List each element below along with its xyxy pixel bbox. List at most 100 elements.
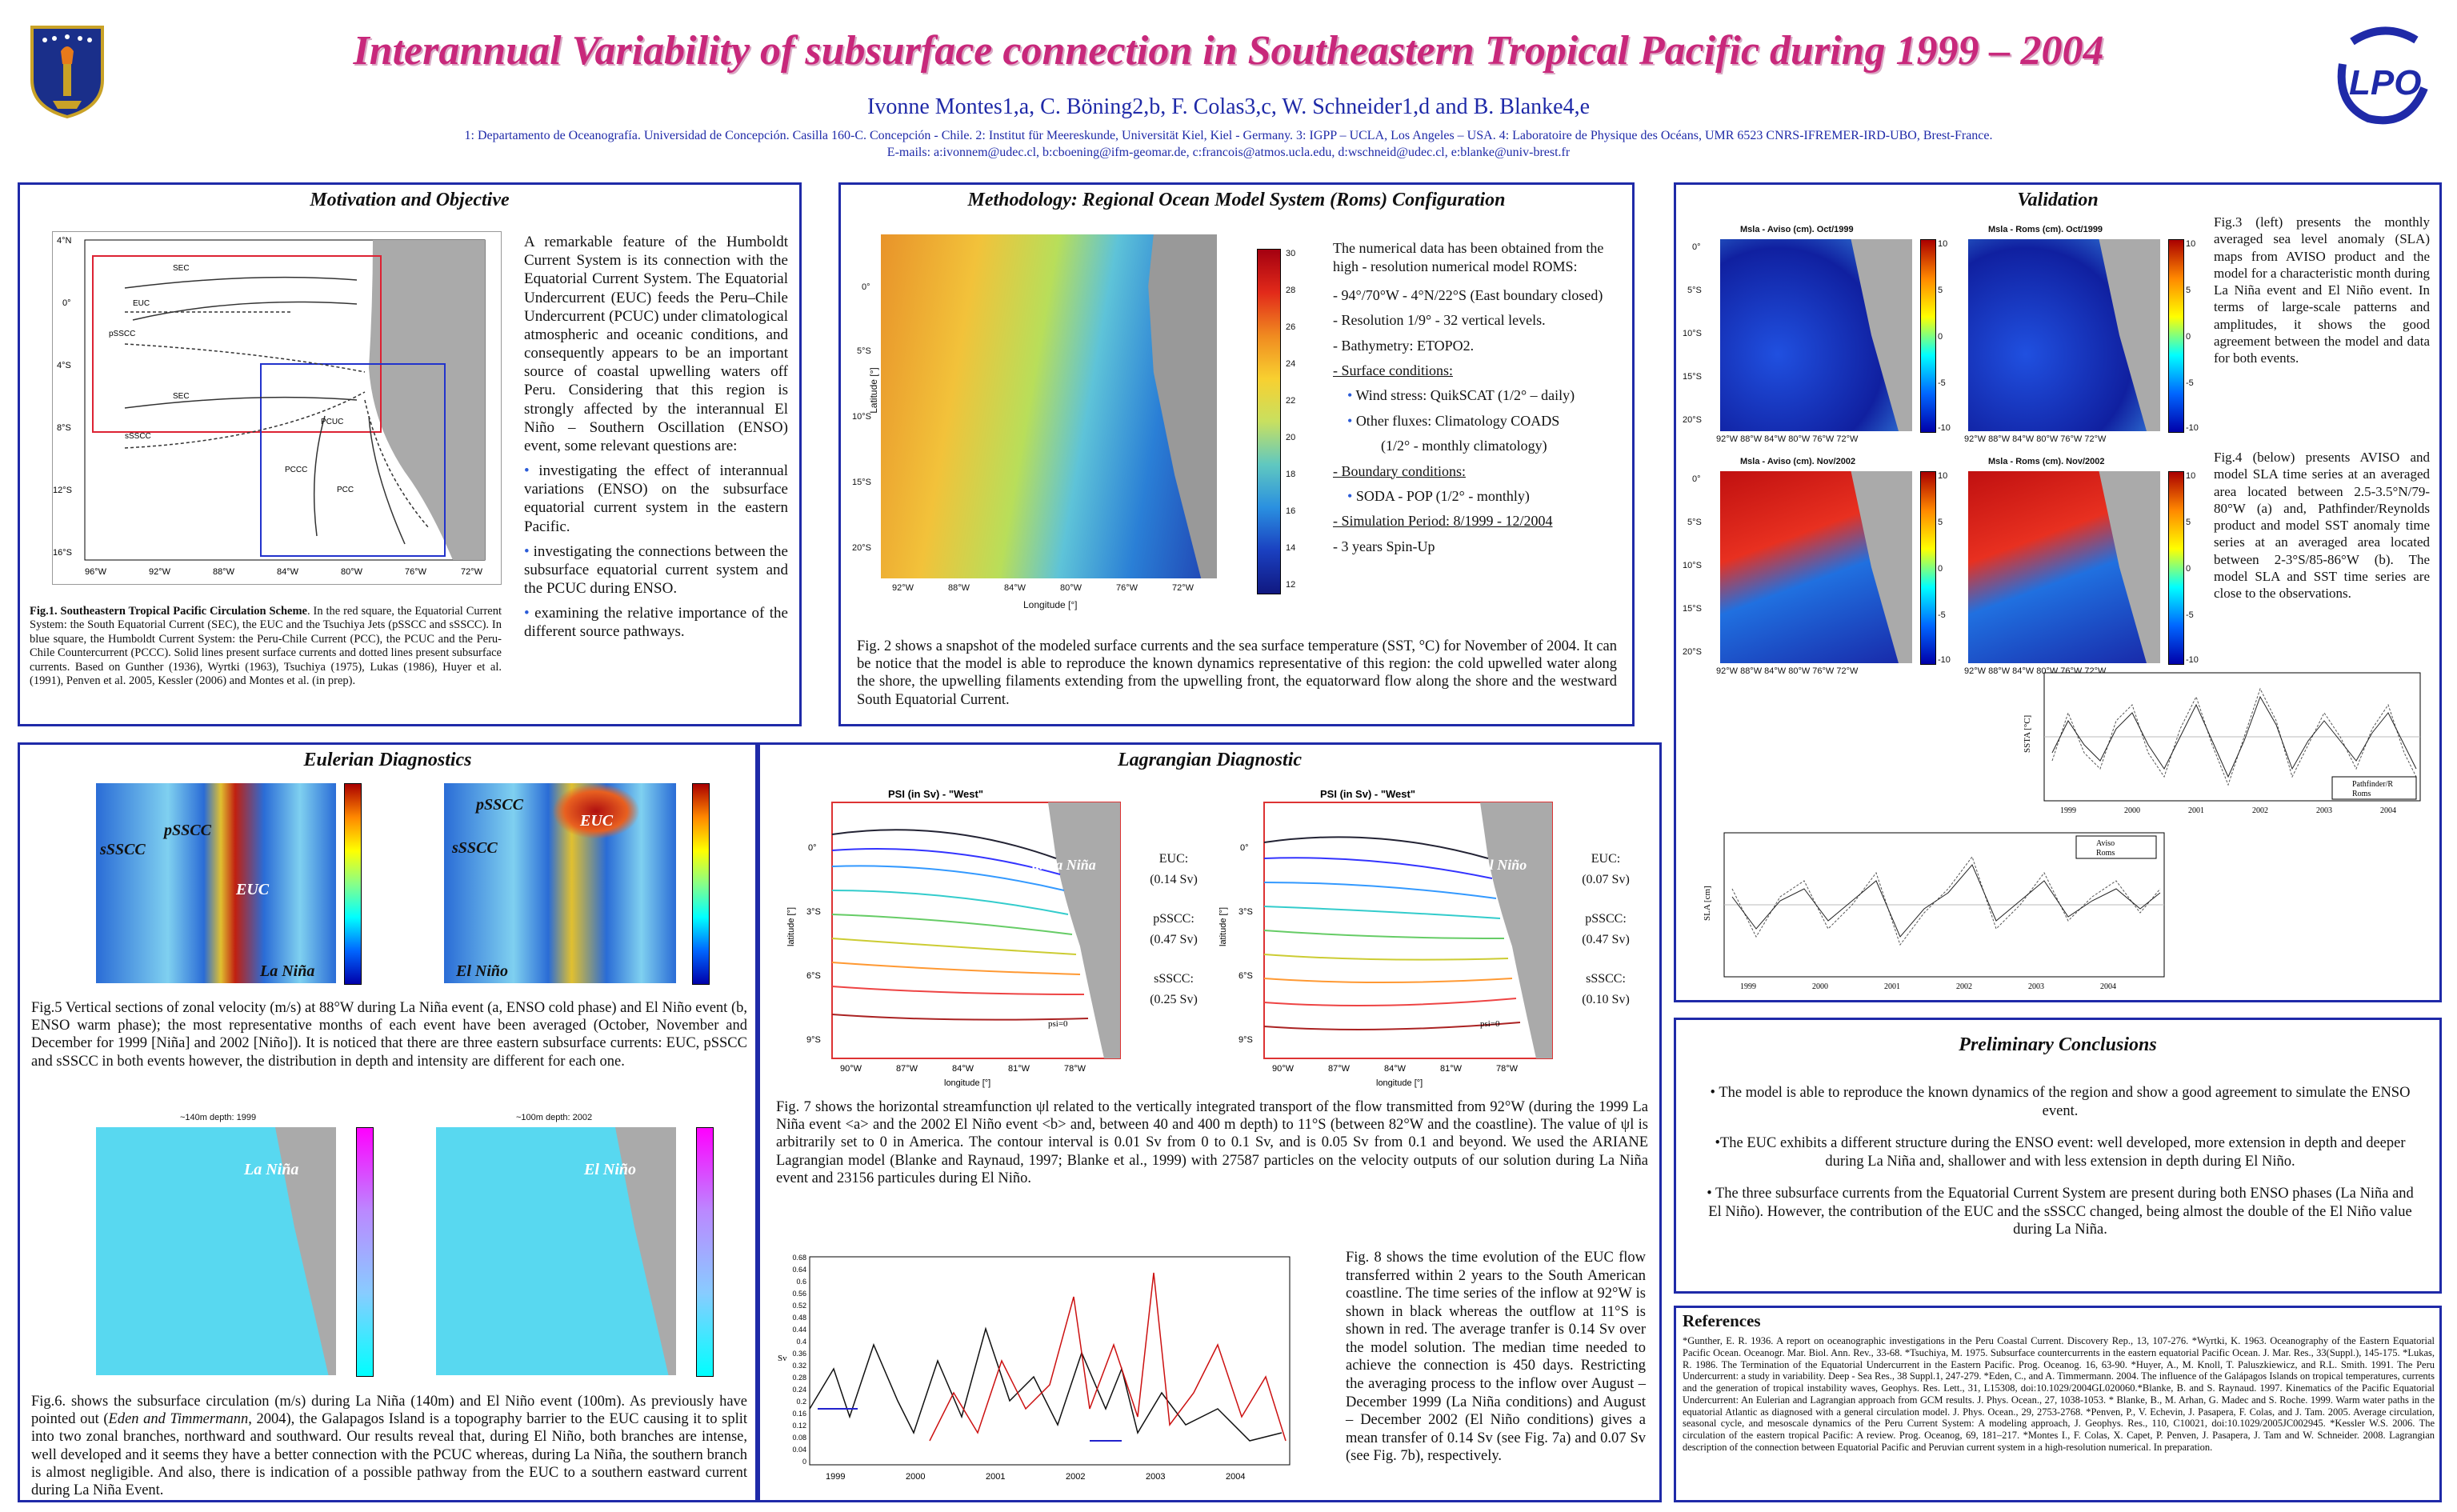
svg-text:0.08: 0.08 — [792, 1434, 806, 1442]
conclusions-list: • The model is able to reproduce the kno… — [1707, 1085, 2414, 1238]
panel-title: Validation — [2017, 190, 2099, 210]
euc-transfer-timeseries: 0.68 0.64 0.6 0.56 0.52 0.48 0.44 0.4 0.36 0.… — [770, 1249, 1298, 1489]
zonal-velocity-section-la-nina — [96, 783, 336, 983]
authors: Ivonne Montes1,a, C. Böning2,b, F. Colas… — [867, 94, 1590, 119]
eulerian-panel: Eulerian Diagnostics sSSCC pSSCC EUC La … — [18, 742, 758, 1502]
svg-text:1999: 1999 — [2060, 806, 2076, 815]
svg-text:Sv: Sv — [778, 1354, 787, 1363]
panel-title: Eulerian Diagnostics — [303, 750, 472, 770]
svg-text:12°S: 12°S — [53, 486, 72, 495]
svg-text:2002: 2002 — [1956, 982, 1972, 991]
svg-text:88°W: 88°W — [213, 567, 235, 577]
panel-title: Lagrangian Diagnostic — [1117, 750, 1303, 770]
svg-text:Pathfinder/R: Pathfinder/R — [2352, 780, 2393, 789]
motivation-text: A remarkable feature of the Humboldt Cur… — [524, 233, 788, 642]
svg-text:90°W: 90°W — [1272, 1064, 1295, 1074]
svg-text:SSTA [°C]: SSTA [°C] — [2023, 715, 2032, 753]
svg-text:2000: 2000 — [1812, 982, 1828, 991]
map-label-pssc: pSSCC — [109, 330, 135, 338]
map-label-sec-2: SEC — [173, 392, 190, 401]
conclusions-panel: Preliminary Conclusions • The model is a… — [1674, 1018, 2442, 1294]
svg-text:0.28: 0.28 — [792, 1374, 806, 1382]
svg-text:16°S: 16°S — [53, 548, 72, 558]
svg-text:1999: 1999 — [1740, 982, 1756, 991]
svg-text:0.64: 0.64 — [792, 1266, 806, 1274]
map-label-pccc: PCCC — [285, 466, 307, 474]
svg-text:2004: 2004 — [2100, 982, 2116, 991]
validation-panel: Validation Msla - Aviso (cm). Oct/1999 M… — [1674, 182, 2442, 1002]
svg-text:0.04: 0.04 — [792, 1446, 806, 1454]
svg-text:9°S: 9°S — [1239, 1035, 1253, 1045]
map-label-pcc: PCC — [337, 486, 354, 494]
poster-title: Interannual Variability of subsurface co… — [353, 28, 2104, 74]
svg-text:2002: 2002 — [1066, 1472, 1085, 1482]
panel-title: Methodology: Regional Ocean Model System… — [967, 190, 1506, 210]
svg-text:2001: 2001 — [2188, 806, 2204, 815]
svg-text:90°W: 90°W — [840, 1064, 862, 1074]
svg-text:0.2: 0.2 — [796, 1398, 806, 1406]
svg-text:84°W: 84°W — [277, 567, 299, 577]
svg-text:8°S: 8°S — [57, 423, 71, 433]
map-label-la-nina: La Niña — [244, 1161, 299, 1178]
svg-text:psi=0: psi=0 — [1480, 1019, 1500, 1029]
svg-text:6°S: 6°S — [806, 971, 821, 981]
svg-text:0.44: 0.44 — [792, 1326, 806, 1334]
map-label-sssc: sSSCC — [125, 432, 151, 441]
motivation-paragraph: A remarkable feature of the Humboldt Cur… — [524, 234, 788, 454]
circulation-scheme-figure: SEC EUC pSSCC SEC sSSCC PCUC PCCC PCC 4°… — [52, 231, 502, 585]
sst-colorbar — [1257, 249, 1281, 594]
svg-text:1999: 1999 — [826, 1472, 845, 1482]
svg-text:2002: 2002 — [2252, 806, 2268, 815]
transport-values-b: EUC: (0.07 Sv) pSSCC: (0.47 Sv) sSSCC: (0.1… — [1582, 852, 1630, 1006]
svg-text:2000: 2000 — [906, 1472, 925, 1482]
references-title: References — [1683, 1311, 1761, 1330]
svg-text:0.32: 0.32 — [792, 1362, 806, 1370]
svg-text:latitude [°]: latitude [°] — [786, 907, 796, 946]
svg-text:2000: 2000 — [2124, 806, 2140, 815]
svg-text:4°S: 4°S — [57, 361, 71, 370]
map-label-el-nino: El Niño — [584, 1161, 637, 1178]
svg-text:87°W: 87°W — [1328, 1064, 1351, 1074]
label-el-nino: El Niño — [456, 962, 509, 980]
fig8-caption: Fig. 8 shows the time evolution of the E… — [1346, 1250, 1646, 1465]
fig3-caption: Fig.3 (left) presents the monthly averag… — [2214, 214, 2430, 366]
svg-text:latitude [°]: latitude [°] — [1218, 907, 1228, 946]
svg-text:0.48: 0.48 — [792, 1314, 806, 1322]
tag-la-nina: a. La Niña — [1032, 857, 1096, 873]
svg-text:Roms: Roms — [2096, 849, 2115, 858]
lagrangian-panel: Lagrangian Diagnostic PSI (in Sv) - "Wes… — [758, 742, 1662, 1502]
question-3: • examining the relative importance of t… — [524, 605, 788, 641]
label-ssscc-b: sSSCC — [452, 839, 498, 857]
sst-timeseries-chart: SSTA [°C] Pathfinder/R Roms 1999 2000 2001… — [2012, 665, 2428, 817]
svg-text:2003: 2003 — [1146, 1472, 1165, 1482]
svg-text:3°S: 3°S — [806, 907, 821, 917]
panel-title: Motivation and Objective — [310, 190, 510, 210]
svg-text:0: 0 — [802, 1458, 806, 1466]
svg-text:87°W: 87°W — [896, 1064, 918, 1074]
sla-timeseries-chart: SLA [cm] Aviso Roms 1999 2000 2001 2002 2003… — [1692, 825, 2172, 993]
svg-text:6°S: 6°S — [1239, 971, 1253, 981]
svg-text:Aviso: Aviso — [2096, 839, 2115, 848]
svg-text:84°W: 84°W — [1384, 1064, 1407, 1074]
map-label-sec: SEC — [173, 264, 190, 273]
model-configuration: The numerical data has been obtained fro… — [1333, 240, 1604, 554]
tag-el-nino: b. El Niño — [1465, 857, 1527, 873]
question-1: • investigating the effect of interannua… — [524, 462, 789, 535]
svg-text:PSI (in Sv) - "West": PSI (in Sv) - "West" — [888, 788, 983, 800]
svg-text:2001: 2001 — [1884, 982, 1900, 991]
svg-text:0.4: 0.4 — [796, 1338, 806, 1346]
map-label-pcuc: PCUC — [321, 418, 343, 426]
svg-text:81°W: 81°W — [1008, 1064, 1030, 1074]
transport-values-a: EUC: (0.14 Sv) pSSCC: (0.47 Sv) sSSCC: (0.2… — [1150, 852, 1198, 1006]
references-text: *Gunther, E. R. 1936. A report on oceano… — [1683, 1335, 2435, 1453]
panel-title: Preliminary Conclusions — [1959, 1034, 2157, 1055]
svg-text:2003: 2003 — [2316, 806, 2332, 815]
svg-text:0.12: 0.12 — [792, 1422, 806, 1430]
fig1-caption: Fig.1. Southeastern Tropical Pacific Cir… — [30, 605, 502, 687]
emails: E-mails: a:ivonnem@udec.cl, b:cboening@i… — [886, 145, 1571, 159]
streamfunction-map-a: PSI (in Sv) - "West" psi=0 0° 3°S 6°S 9°S … — [784, 786, 1128, 1090]
fig4-caption: Fig.4 (below) presents AVISO and model S… — [2214, 450, 2430, 601]
label-euc-b: EUC — [580, 812, 614, 830]
svg-text:3°S: 3°S — [1239, 907, 1253, 917]
svg-text:LPO: LPO — [2349, 63, 2421, 102]
